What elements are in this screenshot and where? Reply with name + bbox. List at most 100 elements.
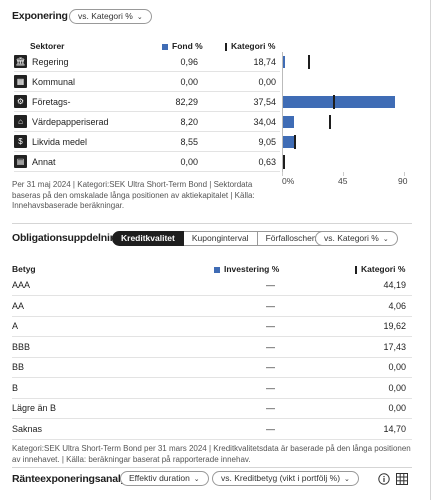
rating-row: AAA — 44,19 [12,276,412,296]
exponering-filter-dropdown[interactable]: vs. Kategori % ⌄ [69,9,152,24]
rating-header: Betyg [12,264,36,274]
x-tick-0: 0% [282,176,295,186]
chart-axis [282,52,283,172]
sector-label: Företags- [32,97,71,107]
obligation-title: Obligationsuppdelning [12,232,123,244]
sector-label: Värdepapperiserad [32,117,109,127]
rating-row: B — 0,00 [12,379,412,399]
rating-row: Saknas — 14,70 [12,420,412,440]
tab-kreditkvalitet[interactable]: Kreditkvalitet [112,231,184,246]
corporate-icon: ⚙ [14,95,27,108]
investment-value: — [266,321,275,331]
category-marker [294,135,297,149]
fund-bar [283,116,295,128]
government-icon: 🏛 [14,55,27,68]
rating-row: BBB — 17,43 [12,338,412,358]
category-marker [333,95,336,109]
rating-category-value: 19,62 [383,321,406,331]
cash-icon: $ [14,135,27,148]
info-icon[interactable] [378,473,390,485]
sector-category-value: 0,00 [258,77,276,87]
rating-category-value: 17,43 [383,341,406,352]
investment-value: — [266,280,275,290]
exponering-title: Exponering [12,10,68,22]
credit-rating-dropdown[interactable]: vs. Kreditbetyg (vikt i portfölj %) ⌄ [212,471,359,486]
category-header: Kategori % [225,41,275,51]
rating-row: AA — 4,06 [12,297,412,317]
investment-value: — [266,300,275,311]
gridline-45 [343,172,344,176]
fund-header: Fond % [162,41,203,51]
rating-row: Lägre än B — 0,00 [12,399,412,419]
exponering-note: Per 31 maj 2024 | Kategori:SEK Ultra Sho… [12,180,255,210]
rating-category-value: 4,06 [388,300,406,311]
rating-category-value: 0,00 [388,403,406,413]
divider [12,223,412,224]
rating-label: Lägre än B [12,403,57,413]
chevron-down-icon: ⌄ [193,476,200,483]
investment-value: — [266,403,275,413]
rating-category-value: 0,00 [388,382,406,393]
tab-kuponginterval[interactable]: Kuponginterval [183,231,258,246]
fund-legend-marker [162,43,168,50]
gridline-0 [282,172,283,176]
rating-label: A [12,321,19,331]
rating-label: Saknas [12,423,43,434]
ranta-title: Ränteexponeringsanalys [12,473,132,485]
obligation-filter-dropdown[interactable]: vs. Kategori % ⌄ [315,231,398,246]
rating-row: BB — 0,00 [12,358,412,378]
rating-label: AAA [12,280,31,290]
gridline-90 [404,172,405,176]
credit-rating-label: vs. Kreditbetyg (vikt i portfölj %) [221,473,341,483]
investment-value: — [266,382,275,393]
rating-label: B [12,382,19,393]
fund-bar [283,56,285,68]
other-icon: ▤ [14,155,27,168]
sector-label: Regering [32,57,69,67]
sector-fund-value: 0,96 [180,57,198,67]
sector-row: $ Likvida medel 8,55 9,05 [14,132,280,152]
sector-category-value: 0,63 [258,157,276,167]
sector-category-value: 18,74 [253,57,276,67]
table-view-icon[interactable] [396,473,408,485]
chevron-down-icon: ⌄ [382,236,389,243]
sector-row: ⌂ Värdepapperiserad 8,20 34,04 [14,112,280,132]
investment-header: Investering % [214,264,279,274]
sector-row: ▤ Annat 0,00 0,63 [14,152,280,172]
sector-label: Kommunal [32,77,76,87]
rating-row: A — 19,62 [12,317,412,337]
securitized-icon: ⌂ [14,115,27,128]
sector-category-value: 34,04 [253,117,276,127]
duration-dropdown[interactable]: Effektiv duration ⌄ [120,471,209,486]
rating-label: AA [12,300,25,311]
bond-category-header: Kategori % [355,264,405,274]
fund-bar [283,96,396,108]
category-marker [307,55,310,69]
rating-category-value: 0,00 [388,362,406,372]
x-tick-45: 45 [338,176,348,186]
sector-label: Likvida medel [32,137,88,147]
category-marker [282,155,285,169]
exponering-filter-label: vs. Kategori % [78,11,133,21]
bond-category-legend-marker [355,265,357,274]
sector-fund-value: 8,20 [180,117,198,127]
investment-value: — [266,341,275,352]
investment-value: — [266,362,275,372]
sector-category-value: 37,54 [253,97,276,107]
sector-fund-value: 8,55 [180,137,198,147]
divider [12,467,412,468]
sector-fund-value: 82,29 [175,97,198,107]
municipal-icon: ▦ [14,75,27,88]
chevron-down-icon: ⌄ [136,14,143,21]
sector-row: ▦ Kommunal 0,00 0,00 [14,72,280,92]
rating-label: BB [12,362,25,372]
chevron-down-icon: ⌄ [344,476,350,483]
sector-category-value: 9,05 [258,137,276,147]
category-marker [328,115,331,129]
sector-fund-value: 0,00 [180,77,198,87]
fund-bar [283,136,295,148]
sector-row: 🏛 Regering 0,96 18,74 [14,52,280,72]
sector-fund-value: 0,00 [180,157,198,167]
obligation-filter-label: vs. Kategori % [324,233,379,243]
